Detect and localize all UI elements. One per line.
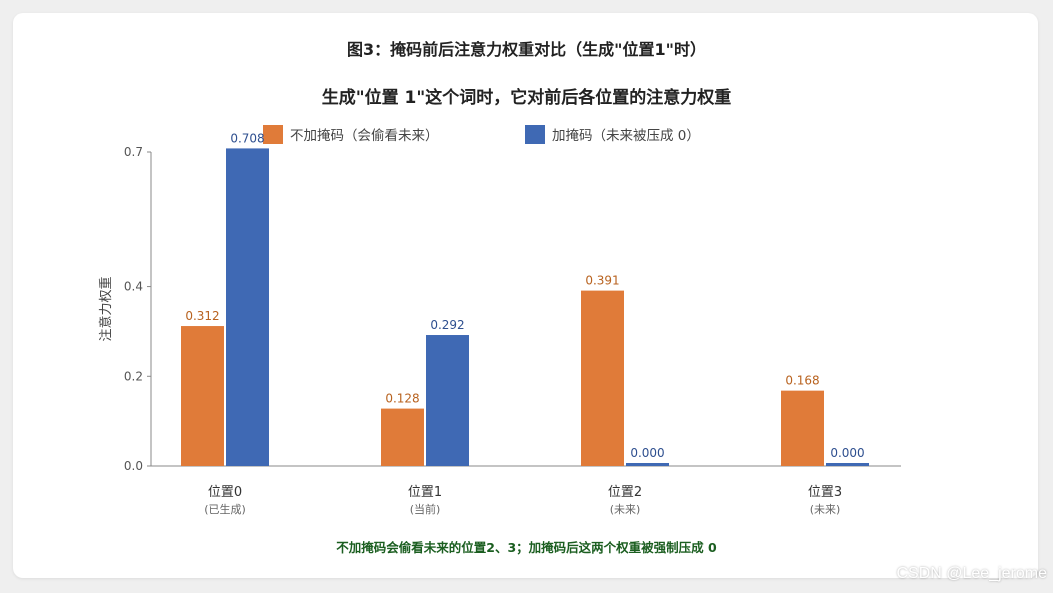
bar-masked-2[interactable]: [626, 463, 669, 466]
x-tick-sublabel: (未来): [610, 503, 641, 516]
watermark: CSDN @Lee_jerome: [896, 565, 1047, 582]
value-label-unmasked-2: 0.391: [585, 274, 619, 288]
value-label-unmasked-3: 0.168: [785, 374, 819, 388]
legend-item-unmasked[interactable]: 不加掩码（会偷看未来）: [263, 124, 439, 144]
value-label-masked-0: 0.708: [230, 131, 264, 145]
y-tick-label: 0.4: [124, 280, 143, 294]
x-tick-label: 位置3: [808, 485, 842, 500]
bars: [181, 148, 869, 466]
value-label-masked-2: 0.000: [630, 446, 664, 460]
chart-axes: [150, 152, 901, 467]
chart-card: [13, 13, 1038, 578]
chart-title: 生成"位置 1"这个词时，它对前后各位置的注意力权重: [321, 88, 732, 108]
x-tick-label: 位置2: [608, 485, 642, 500]
bar-masked-1[interactable]: [426, 335, 469, 466]
bar-unmasked-1[interactable]: [381, 408, 424, 466]
x-tick-sublabel: (未来): [810, 503, 841, 516]
value-label-unmasked-1: 0.128: [385, 392, 419, 406]
value-label-masked-1: 0.292: [430, 318, 464, 332]
bar-masked-0[interactable]: [226, 148, 269, 466]
value-label-masked-3: 0.000: [830, 446, 864, 460]
x-tick-label: 位置1: [408, 485, 442, 500]
figure-title: 图3：掩码前后注意力权重对比（生成"位置1"时）: [347, 40, 706, 59]
y-tick-label: 0.7: [124, 145, 143, 159]
y-ticks: 0.0 0.2 0.4 0.7: [124, 145, 151, 473]
legend-label-unmasked: 不加掩码（会偷看未来）: [290, 128, 439, 144]
bar-unmasked-3[interactable]: [781, 390, 824, 466]
value-labels: 0.312 0.708 0.128 0.292 0.391 0.000 0.168 0.000: [185, 131, 864, 460]
x-tick-sublabel: (已生成): [204, 502, 246, 516]
y-axis-label: 注意力权重: [98, 276, 114, 341]
chart-footnote: 不加掩码会偷看未来的位置2、3；加掩码后这两个权重被强制压成 0: [336, 540, 717, 555]
legend-label-masked: 加掩码（未来被压成 0）: [552, 128, 700, 144]
value-label-unmasked-0: 0.312: [185, 309, 219, 323]
legend-item-masked[interactable]: 加掩码（未来被压成 0）: [525, 124, 700, 144]
y-tick-label: 0.2: [124, 369, 143, 383]
x-tick-label: 位置0: [208, 485, 242, 500]
y-tick-label: 0.0: [124, 459, 143, 473]
bar-unmasked-2[interactable]: [581, 290, 624, 466]
x-tick-labels: 位置0 (已生成) 位置1 (当前) 位置2 (未来) 位置3 (未来): [204, 485, 842, 516]
legend-swatch-masked: [525, 124, 545, 144]
legend-swatch-unmasked: [263, 124, 283, 144]
bar-masked-3[interactable]: [826, 463, 869, 466]
bar-unmasked-0[interactable]: [181, 326, 224, 466]
x-tick-sublabel: (当前): [410, 502, 441, 516]
